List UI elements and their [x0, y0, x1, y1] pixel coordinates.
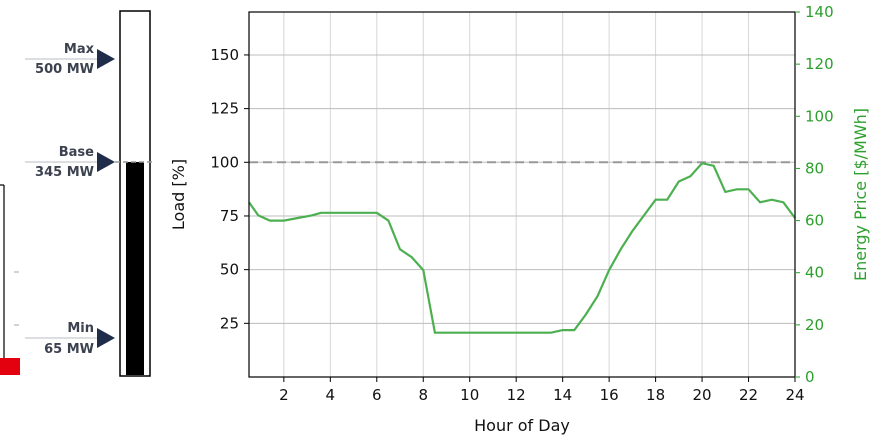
y-tick-label: 25 — [220, 314, 239, 332]
y2-tick-label: 0 — [805, 368, 815, 386]
x-axis-title: Hour of Day — [474, 416, 570, 435]
gauge-fill-bar — [126, 162, 144, 375]
y-axis-title-right: Energy Price [$/MWh] — [851, 108, 870, 281]
y-tick-label: 150 — [210, 46, 239, 64]
x-tick-label: 12 — [507, 386, 526, 404]
y-axis-left: 25 50 75 100 125 150 — [210, 46, 249, 332]
plot-frame — [248, 11, 796, 378]
gauge-marker-base: Base 345 MW — [25, 145, 115, 180]
gauge-marker-name: Base — [59, 145, 94, 160]
y2-tick-label: 120 — [805, 55, 834, 73]
gauge-marker-value: 345 MW — [35, 165, 94, 180]
partial-left-panel — [0, 184, 20, 375]
x-tick-label: 20 — [693, 386, 712, 404]
x-tick-label: 2 — [279, 386, 289, 404]
y-tick-label: 75 — [220, 207, 239, 225]
gauge-marker-min: Min 65 MW — [25, 321, 115, 357]
x-tick-label: 22 — [739, 386, 758, 404]
x-tick-label: 14 — [553, 386, 572, 404]
y2-tick-label: 40 — [805, 264, 824, 282]
gauge-marker-name: Max — [64, 42, 95, 57]
partial-bar-red — [0, 358, 20, 375]
y-axis-title-left: Load [%] — [169, 159, 188, 230]
y2-tick-label: 20 — [805, 316, 824, 334]
gauge-marker-arrow — [97, 152, 115, 172]
x-tick-label: 24 — [785, 386, 804, 404]
x-tick-label: 6 — [372, 386, 382, 404]
gauge-marker-value: 500 MW — [35, 62, 94, 77]
gauge-marker-value: 65 MW — [44, 342, 94, 357]
capacity-gauge: Max 500 MW Base 345 MW Min 65 MW — [25, 10, 152, 377]
x-tick-label: 4 — [326, 386, 336, 404]
gauge-marker-name: Min — [67, 321, 94, 336]
y2-tick-label: 100 — [805, 107, 834, 125]
y-tick-label: 125 — [210, 100, 239, 118]
y2-tick-label: 80 — [805, 159, 824, 177]
gauge-marker-arrow — [97, 49, 115, 69]
y2-tick-label: 140 — [805, 3, 834, 21]
y-tick-label: 50 — [220, 261, 239, 279]
x-tick-label: 10 — [460, 386, 479, 404]
grid — [249, 12, 795, 377]
y-tick-label: 100 — [210, 153, 239, 171]
gauge-marker-arrow — [97, 328, 115, 348]
x-tick-label: 16 — [600, 386, 619, 404]
x-tick-label: 8 — [418, 386, 428, 404]
y2-tick-label: 60 — [805, 212, 824, 230]
x-tick-label: 18 — [646, 386, 665, 404]
y-axis-right: 0 20 40 60 80 100 120 140 — [795, 3, 834, 386]
x-axis: 2 4 6 8 10 12 14 16 18 20 22 24 — [279, 377, 805, 404]
price-series-line — [248, 161, 796, 334]
gauge-marker-max: Max 500 MW — [25, 42, 115, 77]
